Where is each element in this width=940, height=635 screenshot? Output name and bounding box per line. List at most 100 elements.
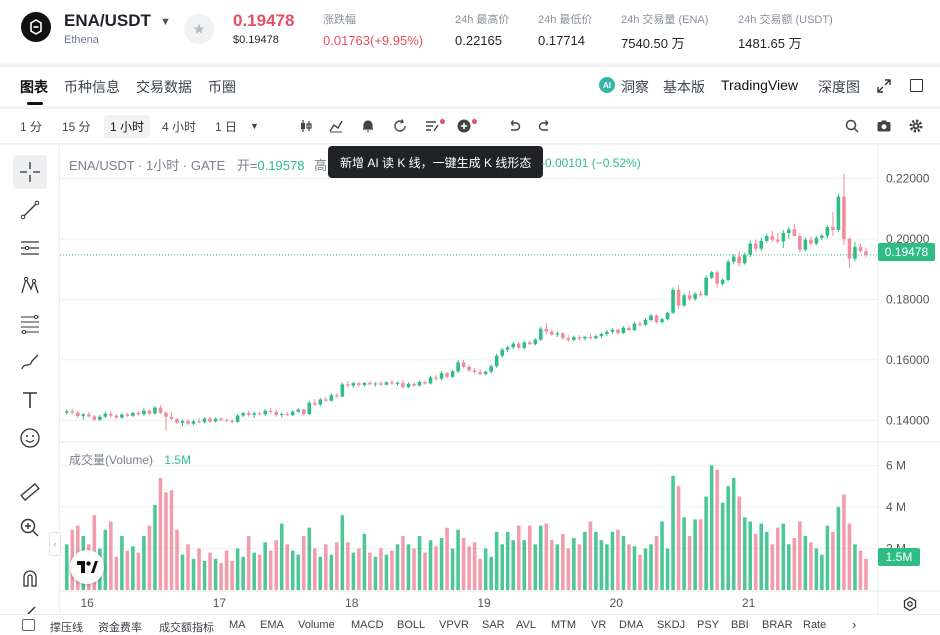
candle-body bbox=[257, 413, 262, 415]
indicator-psy[interactable]: PSY bbox=[697, 619, 720, 631]
indicator-boll[interactable]: BOLL bbox=[397, 619, 426, 631]
fib-icon[interactable] bbox=[13, 307, 47, 341]
volume-bar bbox=[175, 529, 179, 590]
ruler-icon[interactable] bbox=[13, 475, 47, 509]
indicator-rate[interactable]: Rate bbox=[803, 619, 827, 631]
volume-bar bbox=[456, 529, 460, 590]
scroll-right-icon[interactable]: › bbox=[852, 617, 857, 632]
volume-bar bbox=[527, 525, 532, 590]
candle-body bbox=[390, 382, 394, 384]
window-icon[interactable] bbox=[910, 79, 923, 92]
camera-icon[interactable] bbox=[874, 116, 894, 136]
candle-body bbox=[81, 414, 86, 417]
candle-type-icon[interactable] bbox=[296, 116, 316, 136]
candle-body bbox=[836, 196, 841, 230]
indicator-vpvr[interactable]: VPVR bbox=[439, 619, 469, 631]
ai-feature-tooltip[interactable]: 新增 AI 读 K 线，一键生成 K 线形态 bbox=[328, 146, 544, 178]
indicator-toggle-icon[interactable] bbox=[22, 619, 35, 631]
candle-body bbox=[825, 226, 830, 236]
indicator-avl[interactable]: AVL bbox=[516, 619, 536, 631]
indicator-macd[interactable]: MACD bbox=[351, 619, 384, 631]
brush-icon[interactable] bbox=[13, 345, 47, 379]
volume-bar bbox=[820, 554, 824, 590]
depth-chart-button[interactable]: 深度图 bbox=[818, 79, 860, 95]
indicator-ema[interactable]: EMA bbox=[260, 619, 284, 631]
chart-panel[interactable]: 0.22000 0.20000 0.18000 0.16000 0.14000 6 M 4 … bbox=[60, 145, 940, 615]
emoji-icon[interactable] bbox=[13, 421, 47, 455]
volume-bar bbox=[825, 525, 830, 590]
ai-analysis-icon[interactable] bbox=[422, 116, 442, 136]
timeframe-dropdown-icon[interactable]: ▼ bbox=[250, 121, 259, 131]
volume-bar bbox=[831, 531, 835, 590]
volume-bar bbox=[158, 477, 163, 590]
horizontal-lines-icon[interactable] bbox=[13, 231, 47, 265]
add-indicator-icon[interactable] bbox=[454, 116, 474, 136]
timeframe-1m[interactable]: 1 分 bbox=[20, 120, 43, 134]
insight-button[interactable]: 洞察 bbox=[621, 79, 649, 95]
pattern-icon[interactable] bbox=[13, 269, 47, 303]
trend-line-icon[interactable] bbox=[13, 193, 47, 227]
indicator-ma[interactable]: MA bbox=[229, 619, 246, 631]
text-tool-icon[interactable] bbox=[13, 383, 47, 417]
expand-icon[interactable] bbox=[876, 78, 892, 94]
candle-body bbox=[864, 251, 868, 255]
crosshair-icon[interactable] bbox=[13, 155, 47, 189]
candlestick-chart[interactable]: 0.22000 0.20000 0.18000 0.16000 0.14000 6 M 4 … bbox=[60, 145, 940, 615]
volume-bar bbox=[472, 542, 477, 590]
timeframe-4h[interactable]: 4 小时 bbox=[162, 120, 197, 134]
volume-bar bbox=[164, 492, 168, 590]
volume-bar bbox=[246, 536, 251, 590]
indicators-icon[interactable] bbox=[326, 116, 346, 136]
volume-bar bbox=[572, 538, 576, 590]
basic-view-button[interactable]: 基本版 bbox=[663, 79, 705, 95]
pair-dropdown-icon[interactable]: ▼ bbox=[160, 16, 171, 28]
replay-icon[interactable] bbox=[390, 116, 410, 136]
timeframe-1d[interactable]: 1 日 bbox=[215, 120, 238, 134]
volume-bar bbox=[147, 525, 152, 590]
tab-coin-info[interactable]: 币种信息 bbox=[64, 79, 120, 95]
pair-name[interactable]: ENA/USDT bbox=[64, 11, 151, 30]
timeframe-15m[interactable]: 15 分 bbox=[62, 120, 91, 134]
ena-logo-icon bbox=[21, 12, 51, 42]
volume-bar bbox=[660, 521, 664, 590]
redo-icon[interactable] bbox=[535, 116, 555, 136]
candle-body bbox=[131, 412, 135, 416]
indicator-mtm[interactable]: MTM bbox=[551, 619, 577, 631]
price-axis-label: 0.20000 bbox=[886, 232, 930, 246]
settings-gear-icon[interactable] bbox=[906, 116, 926, 136]
collapse-handle-icon[interactable]: ‹ bbox=[49, 532, 61, 556]
tab-community[interactable]: 币圈 bbox=[208, 79, 236, 95]
tradingview-logo-icon[interactable] bbox=[70, 550, 104, 584]
indicator-support-resistance[interactable]: 撑压线 bbox=[50, 622, 83, 634]
indicator-brar[interactable]: BRAR bbox=[762, 619, 793, 631]
favorite-star-icon[interactable]: ★ bbox=[184, 14, 214, 44]
candle-body bbox=[175, 418, 179, 423]
volume-bar bbox=[213, 558, 218, 590]
indicator-vr[interactable]: VR bbox=[591, 619, 607, 631]
search-icon[interactable] bbox=[842, 116, 862, 136]
indicator-funding-rate[interactable]: 资金费率 bbox=[98, 622, 142, 634]
zoom-in-icon[interactable] bbox=[13, 511, 47, 545]
indicator-bbi[interactable]: BBI bbox=[731, 619, 749, 631]
time-axis-label: 21 bbox=[742, 596, 756, 610]
tab-chart[interactable]: 图表 bbox=[20, 79, 48, 95]
candle-body bbox=[831, 226, 835, 230]
indicator-sar[interactable]: SAR bbox=[482, 619, 505, 631]
candle-body bbox=[748, 243, 753, 255]
candle-body bbox=[715, 272, 719, 284]
volume-bar bbox=[180, 554, 185, 590]
candle-body bbox=[224, 420, 229, 422]
tab-trade-data[interactable]: 交易数据 bbox=[136, 79, 192, 95]
indicator-dma[interactable]: DMA bbox=[619, 619, 644, 631]
tradingview-button[interactable]: TradingView bbox=[721, 77, 799, 93]
indicator-volume[interactable]: Volume bbox=[298, 619, 335, 631]
timeframe-1h[interactable]: 1 小时 bbox=[104, 115, 151, 138]
magnet-icon[interactable] bbox=[13, 561, 47, 595]
indicator-turnover[interactable]: 成交额指标 bbox=[159, 622, 214, 634]
undo-icon[interactable] bbox=[504, 116, 524, 136]
alert-icon[interactable] bbox=[358, 116, 378, 136]
indicator-skdj[interactable]: SKDJ bbox=[657, 619, 686, 631]
volume-bar bbox=[379, 548, 383, 590]
chart-settings-icon[interactable] bbox=[902, 596, 918, 612]
volume-bar bbox=[814, 548, 819, 590]
